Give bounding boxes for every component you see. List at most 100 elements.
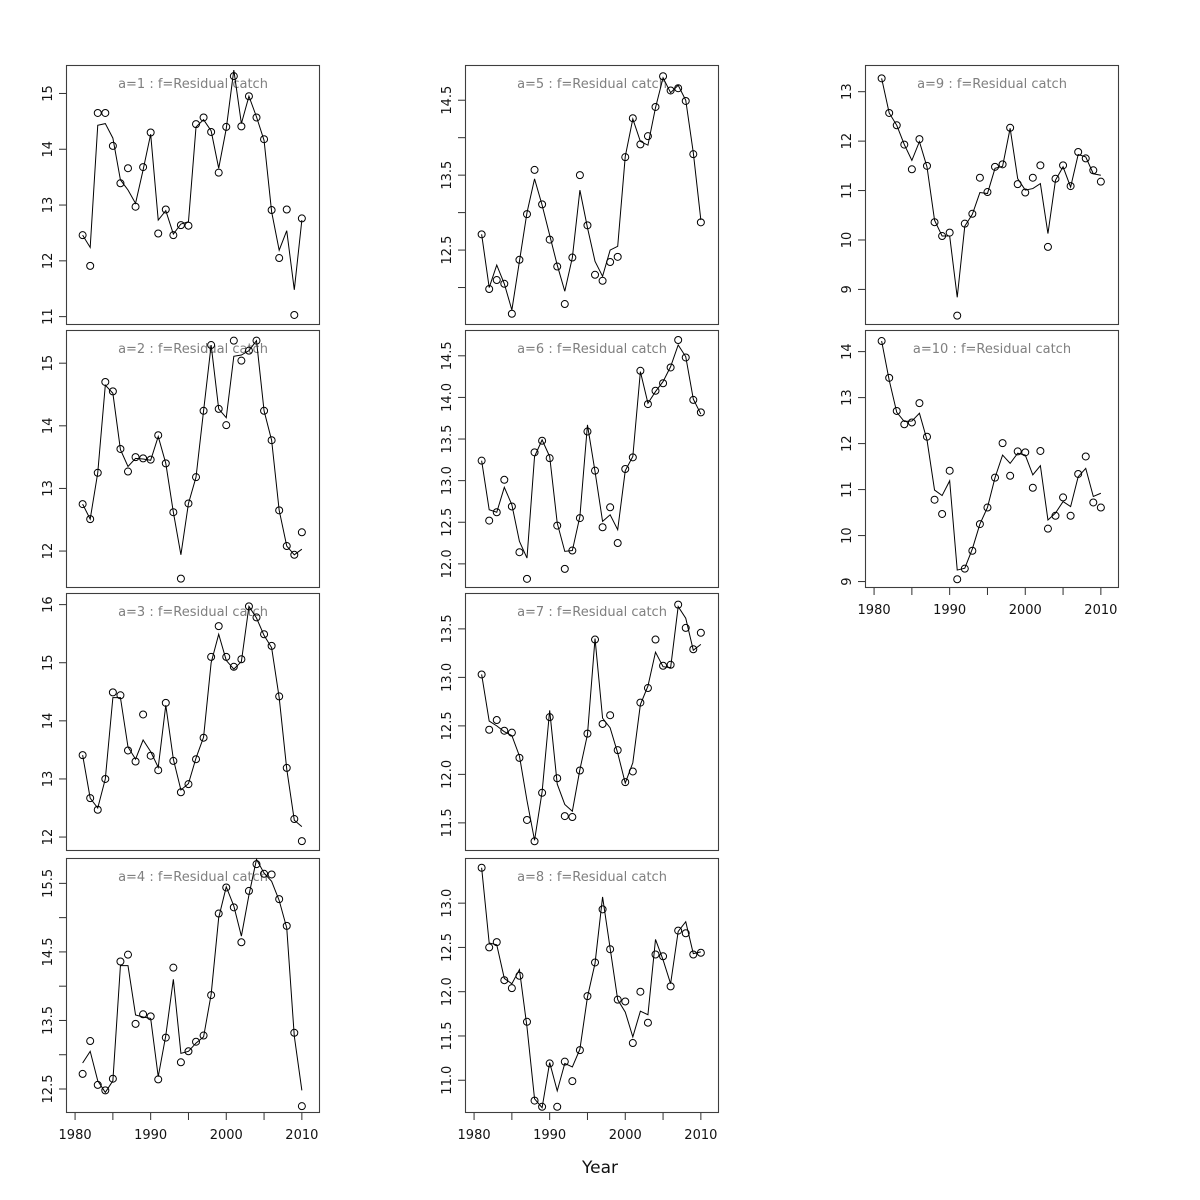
x-axis: 1980 1990 2000 2010 [858, 588, 1117, 618]
data-point [666, 982, 675, 991]
panel-title: a=10 : f=Residual catch [913, 342, 1071, 357]
y-tick-label: 9 [840, 577, 855, 585]
data-point [636, 987, 645, 996]
data-point [659, 379, 668, 388]
data-point [575, 766, 584, 775]
data-point [1006, 123, 1015, 132]
data-point [101, 1086, 110, 1095]
data-point [123, 746, 132, 755]
data-point [275, 895, 284, 904]
data-point [229, 72, 238, 81]
data-point [252, 336, 261, 345]
panel-title: a=3 : f=Residual catch [118, 605, 268, 620]
y-tick-label: 12.0 [440, 977, 455, 1006]
data-point [522, 815, 531, 824]
data-point [613, 995, 622, 1004]
data-point [1028, 483, 1037, 492]
data-points [477, 72, 705, 318]
data-point [1059, 493, 1068, 502]
data-point [244, 346, 253, 355]
data-point [214, 168, 223, 177]
data-point [176, 788, 185, 797]
data-point [93, 1080, 102, 1089]
data-point [131, 453, 140, 462]
data-points [78, 336, 306, 583]
data-point [477, 863, 486, 872]
data-point [282, 763, 291, 772]
x-axis: 1980 1990 2000 2010 [59, 1113, 318, 1143]
data-point [545, 713, 554, 722]
data-point [123, 467, 132, 476]
data-point [477, 670, 486, 679]
panel-a5: a=5 : f=Residual catch 12.5 13.5 14.5 [440, 64, 720, 326]
data-point [681, 353, 690, 362]
data-point [222, 883, 231, 892]
x-tick-label: 1980 [458, 1128, 491, 1143]
data-point [560, 1057, 569, 1066]
data-point [108, 688, 117, 697]
data-point [146, 128, 155, 137]
data-point [507, 984, 516, 993]
y-tick-label: 13.5 [440, 161, 455, 190]
data-point [651, 102, 660, 111]
data-point [229, 336, 238, 345]
data-point [207, 991, 216, 1000]
data-point [545, 1059, 554, 1068]
data-point [116, 957, 125, 966]
data-point [477, 230, 486, 239]
x-tick-label: 1980 [858, 603, 891, 618]
data-point [86, 1037, 95, 1046]
y-tick-label: 12.5 [440, 933, 455, 962]
data-point [522, 210, 531, 219]
data-point [500, 976, 509, 985]
data-point [583, 729, 592, 738]
data-point [1013, 447, 1022, 456]
data-point [169, 963, 178, 972]
data-point [161, 459, 170, 468]
data-point [1081, 452, 1090, 461]
data-points [477, 600, 705, 846]
data-point [131, 202, 140, 211]
data-point [222, 421, 231, 430]
data-points [78, 860, 306, 1111]
y-tick-label: 12 [41, 253, 56, 270]
data-point [681, 929, 690, 938]
y-tick-label: 13 [41, 771, 56, 788]
y-tick-label: 14 [41, 141, 56, 158]
y-tick-label: 14.5 [41, 937, 56, 966]
data-point [229, 903, 238, 912]
data-point [877, 74, 886, 83]
data-point [1074, 469, 1083, 478]
y-tick-label: 13.5 [440, 425, 455, 454]
data-point [545, 235, 554, 244]
y-tick-label: 15 [41, 654, 56, 671]
data-point [659, 952, 668, 961]
data-point [161, 698, 170, 707]
y-axis: 11.5 12.0 12.5 13.0 13.5 [440, 614, 465, 837]
data-point [108, 141, 117, 150]
data-point [229, 662, 238, 671]
data-point [1081, 154, 1090, 163]
data-point [991, 473, 1000, 482]
data-point [1036, 161, 1045, 170]
data-point [968, 546, 977, 555]
data-point [169, 508, 178, 517]
panel-frame [65, 64, 321, 326]
panel-a9: a=9 : f=Residual catch 9 10 11 12 13 [840, 64, 1120, 326]
data-point [500, 726, 509, 735]
y-tick-label: 13 [840, 389, 855, 406]
data-point [591, 958, 600, 967]
panel-frame [464, 64, 720, 326]
data-point [628, 767, 637, 776]
data-point [267, 206, 276, 215]
data-point [1028, 173, 1037, 182]
data-point [116, 691, 125, 700]
panel-frame [464, 329, 720, 589]
data-point [86, 515, 95, 524]
y-tick-label: 14 [41, 713, 56, 730]
fit-line [481, 867, 701, 1109]
data-point [583, 221, 592, 230]
data-point [123, 164, 132, 173]
x-tick-label: 2000 [210, 1128, 243, 1143]
x-tick-label: 2010 [1084, 603, 1117, 618]
